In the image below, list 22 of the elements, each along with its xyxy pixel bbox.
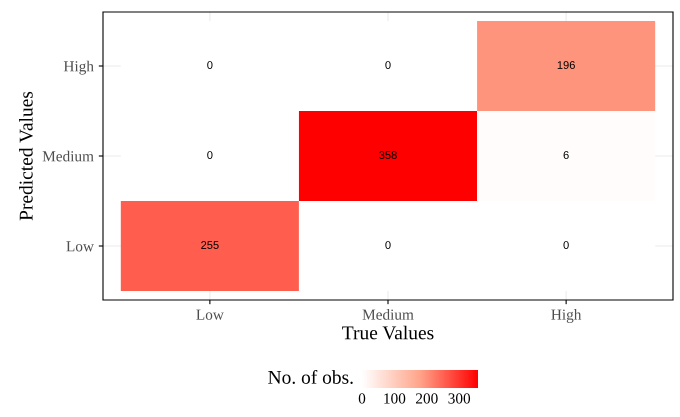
- color-bar-label: 0: [358, 393, 366, 404]
- color-bar-label: 100: [384, 393, 406, 404]
- data-label: 255: [201, 241, 219, 249]
- y-axis-title: Predicted Values: [19, 92, 33, 220]
- y-tick-label: Medium: [42, 150, 94, 162]
- color-bar-label: 200: [416, 393, 438, 404]
- y-tick-label: High: [64, 60, 94, 75]
- y-tick-label: Low: [66, 241, 94, 252]
- data-label: 0: [385, 241, 391, 249]
- data-label: 0: [207, 61, 213, 69]
- data-label: 0: [563, 241, 569, 249]
- x-tick-label: Medium: [362, 309, 414, 320]
- data-label: 0: [207, 151, 213, 159]
- color-bar-title: No. of obs.: [268, 370, 353, 384]
- x-tick-label: High: [551, 309, 582, 323]
- data-label: 6: [564, 151, 569, 159]
- data-label: 196: [558, 61, 575, 69]
- color-bar-label: 300: [448, 393, 470, 404]
- x-tick-label: Low: [196, 310, 224, 320]
- data-label: 358: [379, 151, 397, 159]
- data-label: 0: [385, 61, 391, 69]
- x-axis-title: True Values: [342, 326, 434, 340]
